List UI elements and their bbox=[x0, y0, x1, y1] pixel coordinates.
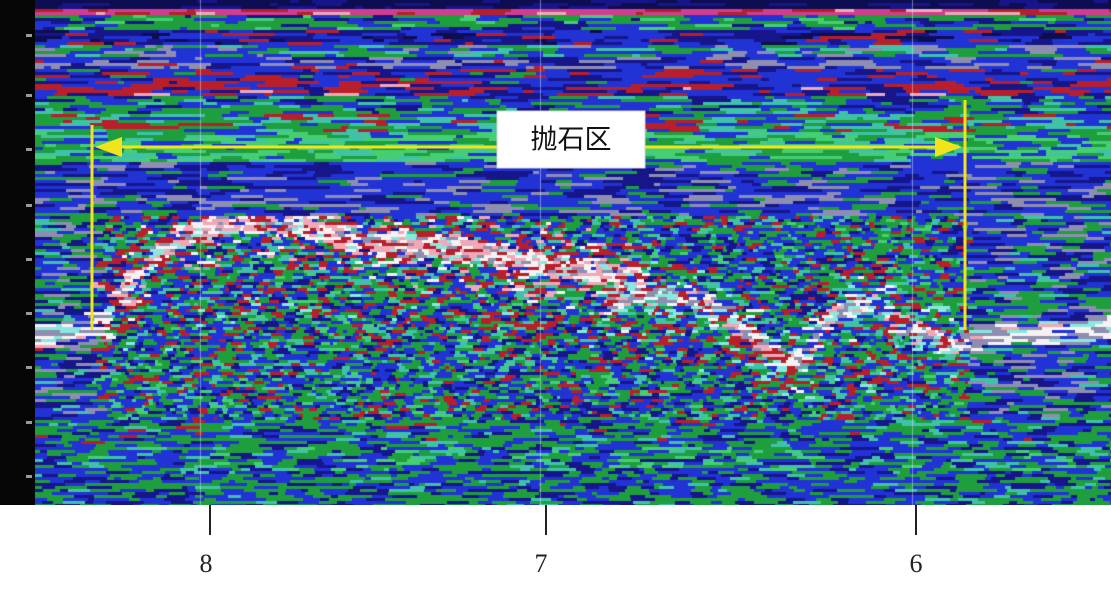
station-label-6: 6 bbox=[909, 549, 923, 578]
depth-tick bbox=[26, 421, 32, 424]
depth-tick bbox=[26, 475, 32, 478]
depth-scale-strip bbox=[0, 0, 35, 505]
depth-tick bbox=[26, 204, 32, 207]
station-label-7: 7 bbox=[534, 549, 548, 578]
depth-tick bbox=[26, 312, 32, 315]
station-tick-6 bbox=[915, 505, 917, 535]
depth-tick bbox=[26, 258, 32, 261]
station-label-8: 8 bbox=[199, 549, 213, 578]
station-tick-8 bbox=[209, 505, 211, 535]
depth-tick bbox=[26, 34, 32, 37]
station-tick-7 bbox=[545, 505, 547, 535]
radar-profile-image bbox=[35, 0, 1111, 505]
depth-tick bbox=[26, 148, 32, 151]
depth-tick bbox=[26, 366, 32, 369]
depth-tick bbox=[26, 94, 32, 97]
